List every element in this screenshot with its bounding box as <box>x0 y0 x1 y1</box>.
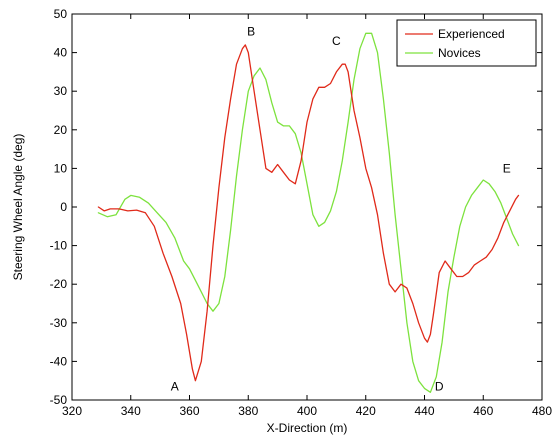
annotation-label-b: B <box>247 24 255 38</box>
x-tick-label: 440 <box>414 404 434 418</box>
y-axis-label: Steering Wheel Angle (deg) <box>11 134 25 281</box>
y-tick-label: 0 <box>60 200 67 214</box>
annotation-layer: A B C D E <box>171 24 511 393</box>
axis-ticks: 320 340 360 380 400 420 440 460 480-50-40-30-20-… <box>50 7 553 418</box>
x-tick-label: 380 <box>238 404 258 418</box>
y-tick-label: 10 <box>54 161 68 175</box>
series-line-experienced <box>97 44 520 382</box>
y-tick-label: -10 <box>50 239 68 253</box>
series-layer <box>97 32 520 393</box>
y-tick-label: -20 <box>50 277 68 291</box>
y-tick-label: -30 <box>50 316 68 330</box>
y-tick-label: 30 <box>54 84 68 98</box>
y-tick-label: 20 <box>54 123 68 137</box>
legend: Experienced Novices <box>396 19 537 67</box>
x-tick-label: 420 <box>356 404 376 418</box>
y-tick-label: -50 <box>50 393 68 407</box>
legend-label-experienced: Experienced <box>438 27 505 41</box>
x-tick-label: 360 <box>179 404 199 418</box>
x-axis-label: X-Direction (m) <box>267 421 348 435</box>
y-tick-label: 50 <box>54 7 68 21</box>
y-tick-label: 40 <box>54 46 68 60</box>
legend-box <box>396 19 537 67</box>
y-tick-label: -40 <box>50 354 68 368</box>
annotation-label-c: C <box>332 34 341 48</box>
annotation-label-d: D <box>435 379 444 393</box>
x-tick-label: 480 <box>532 404 552 418</box>
legend-label-novices: Novices <box>438 46 481 60</box>
x-tick-label: 460 <box>473 404 493 418</box>
plot-area <box>71 13 543 401</box>
x-tick-label: 400 <box>297 404 317 418</box>
x-tick-label: 340 <box>121 404 141 418</box>
series-line-novices <box>97 32 520 393</box>
annotation-label-e: E <box>503 161 511 175</box>
x-tick-label: 320 <box>62 404 82 418</box>
annotation-label-a: A <box>171 379 179 393</box>
